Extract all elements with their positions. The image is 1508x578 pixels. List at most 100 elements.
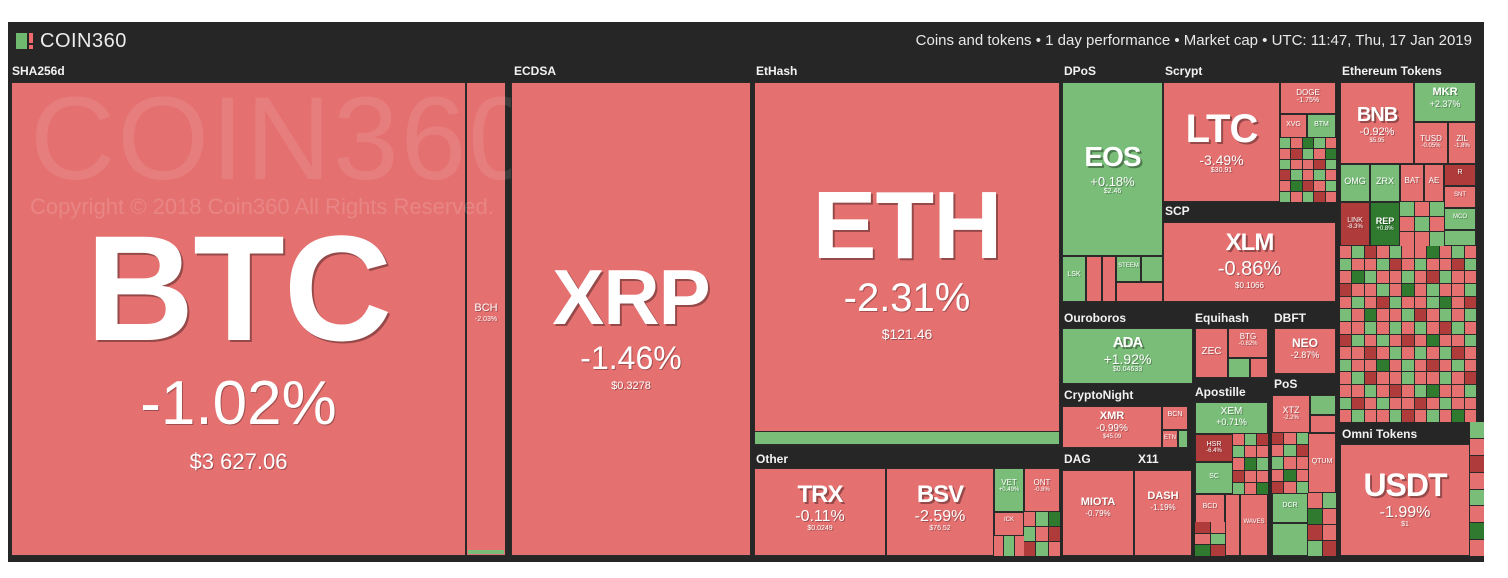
coin-tile-xem[interactable]: XEM +0.71%: [1195, 402, 1268, 434]
coin-tile-r[interactable]: R: [1444, 164, 1476, 186]
view-info[interactable]: Coins and tokens • 1 day performance • M…: [915, 32, 1472, 49]
coin-tile-btm[interactable]: BTM: [1307, 114, 1336, 138]
mosaic-tokens-a[interactable]: [1400, 202, 1444, 246]
group-label-ouroboros: Ouroboros: [1064, 311, 1126, 325]
coin-symbol: TRX: [797, 481, 844, 508]
coin-tile-link[interactable]: LINK -8.3%: [1340, 202, 1370, 246]
coin-symbol: ICK: [1003, 517, 1014, 523]
mosaic-edge[interactable]: [1470, 422, 1484, 556]
coin-tile-bch[interactable]: BCH -2.03%: [466, 82, 506, 556]
coin-tile-btg[interactable]: BTG -0.82%: [1228, 328, 1268, 358]
coin-tile-ae[interactable]: AE: [1424, 164, 1444, 202]
mosaic-mid-a[interactable]: [1233, 434, 1268, 494]
coin-tile-ltc[interactable]: LTC -3.49% $30.91: [1163, 82, 1280, 202]
coin-tile-steem[interactable]: STEEM: [1116, 256, 1141, 282]
coin-tile-xrp[interactable]: XRP -1.46% $0.3278: [511, 82, 751, 556]
coin-symbol: REP: [1375, 216, 1395, 226]
mosaic-mid-b[interactable]: [1272, 433, 1308, 493]
coin-tile-bcn[interactable]: BCN: [1162, 406, 1188, 430]
coin-tile-rep[interactable]: REP +0.8%: [1370, 202, 1400, 246]
coin-tile-small[interactable]: [1310, 395, 1336, 415]
sub-tile[interactable]: [468, 550, 504, 554]
mosaic-scrypt-small[interactable]: [1280, 138, 1336, 202]
mosaic-tokens-b[interactable]: [1340, 246, 1476, 422]
coin-tile-small[interactable]: [1310, 415, 1336, 433]
coin-tile-zrx[interactable]: ZRX: [1370, 164, 1400, 202]
group-label-x11: X11: [1138, 452, 1159, 466]
coin-symbol: LTC: [1185, 107, 1259, 151]
coin-tile-omg[interactable]: OMG: [1340, 164, 1370, 202]
coin-tile-waves[interactable]: WAVES: [1240, 494, 1268, 556]
coin-change: -0.92%: [1359, 126, 1395, 138]
coin-symbol: QTUM: [1311, 458, 1333, 465]
coin-symbol: BSV: [916, 481, 964, 508]
coin-tile-xvg[interactable]: XVG: [1280, 114, 1307, 138]
coin-tile-dcr[interactable]: DCR: [1272, 493, 1308, 523]
coin-symbol: USDT: [1363, 467, 1447, 503]
coin-tile-miota[interactable]: MIOTA -0.79%: [1062, 470, 1134, 556]
coin-tile-etn[interactable]: ETN: [1162, 430, 1178, 448]
coin-tile-btc[interactable]: BTC -1.02% $3 627.06: [11, 82, 466, 556]
coin-tile-bat[interactable]: BAT: [1400, 164, 1424, 202]
coin-tile-usdt[interactable]: USDT -1.99% $1: [1340, 444, 1470, 556]
coin-tile-tusd[interactable]: TUSD -0.05%: [1414, 122, 1448, 164]
coin-tile-bnb[interactable]: BNB -0.92% $5.95: [1340, 82, 1414, 164]
coin-symbol: XEM: [1220, 406, 1243, 417]
coin-tile-eos[interactable]: EOS +0.18% $2.46: [1062, 82, 1163, 256]
coin-tile-xtz[interactable]: XTZ -2.2%: [1272, 395, 1310, 433]
mosaic-other-a[interactable]: [1024, 512, 1060, 556]
coin-price: $30.91: [1210, 167, 1233, 174]
coin-tile-small[interactable]: [1228, 358, 1250, 378]
coin-tile-mkr[interactable]: MKR +2.37%: [1414, 82, 1476, 122]
brand-name: COIN360: [40, 29, 127, 52]
mosaic-mid-d[interactable]: [1308, 493, 1336, 556]
coin-tile-qtum[interactable]: QTUM: [1308, 433, 1336, 493]
coin-tile-lsk[interactable]: LSK: [1062, 256, 1086, 302]
coin-tile-small[interactable]: [1116, 282, 1163, 302]
coin-tile-snt[interactable]: SNT: [1444, 186, 1476, 208]
coin-symbol: STEEM: [1118, 263, 1139, 269]
coin-tile-small[interactable]: [1141, 256, 1163, 282]
coin-tile-vet[interactable]: VET +0.49%: [994, 468, 1024, 512]
coin-tile-xmr[interactable]: XMR -0.99% $45.09: [1062, 406, 1162, 448]
coin-tile-etc[interactable]: [754, 431, 1060, 445]
mosaic-other-b[interactable]: [994, 536, 1024, 556]
group-label-dpos: DPoS: [1064, 64, 1097, 78]
coin-tile-doge[interactable]: DOGE -1.75%: [1280, 82, 1336, 114]
coin-tile-dash[interactable]: DASH -1.19%: [1134, 470, 1192, 556]
coin-tile-ont[interactable]: ONT -0.8%: [1024, 468, 1060, 512]
coin-tile-small[interactable]: [1225, 494, 1240, 556]
group-label-apostille: Apostille: [1195, 385, 1246, 399]
coin-tile-small[interactable]: [1178, 430, 1188, 448]
coin-tile-ark[interactable]: [1086, 256, 1102, 302]
coin-symbol: OMG: [1344, 176, 1366, 186]
coin-tile-trx[interactable]: TRX -0.11% $0.0249: [754, 468, 886, 556]
coin-symbol: BTM: [1314, 121, 1329, 128]
coin-tile-hsr[interactable]: HSR -6.4%: [1195, 434, 1233, 462]
coin-tile-xlm[interactable]: XLM -0.86% $0.1066: [1163, 222, 1336, 302]
coin-tile-small[interactable]: [1250, 358, 1268, 378]
coin-tile-eth[interactable]: ETH -2.31% $121.46: [754, 82, 1060, 446]
coin-tile-zec[interactable]: ZEC: [1195, 328, 1228, 378]
coin-tile-ick[interactable]: ICK: [994, 512, 1024, 536]
coin-change: -0.05%: [1421, 143, 1441, 149]
mosaic-mid-c[interactable]: [1195, 522, 1225, 556]
coin-tile-bts[interactable]: [1102, 256, 1116, 302]
brand-logo[interactable]: COIN360: [16, 30, 127, 52]
coin-symbol: ONT: [1033, 478, 1051, 487]
coin-tile-zil[interactable]: ZIL -1.8%: [1448, 122, 1476, 164]
coin-tile-bsv[interactable]: BSV -2.59% $76.52: [886, 468, 994, 556]
coin-symbol: DASH: [1147, 490, 1179, 502]
group-label-sha256d: SHA256d: [12, 64, 65, 78]
coin-tile-sc[interactable]: SC: [1195, 462, 1233, 494]
coin-tile-neo[interactable]: NEO -2.87%: [1274, 328, 1336, 374]
coin-tile-ada[interactable]: ADA +1.92% $0.04633: [1062, 328, 1193, 384]
coin-price: $0.0249: [807, 525, 833, 532]
coin-symbol: MKR: [1432, 86, 1458, 98]
coin-tile-small[interactable]: [1444, 230, 1476, 246]
coin-tile-small[interactable]: [1272, 523, 1308, 556]
coin-change: -0.86%: [1217, 258, 1282, 280]
coin-price: $2.46: [1103, 188, 1122, 195]
coin-symbol: ZIL: [1456, 134, 1468, 143]
coin-tile-mco[interactable]: MCO: [1444, 208, 1476, 230]
